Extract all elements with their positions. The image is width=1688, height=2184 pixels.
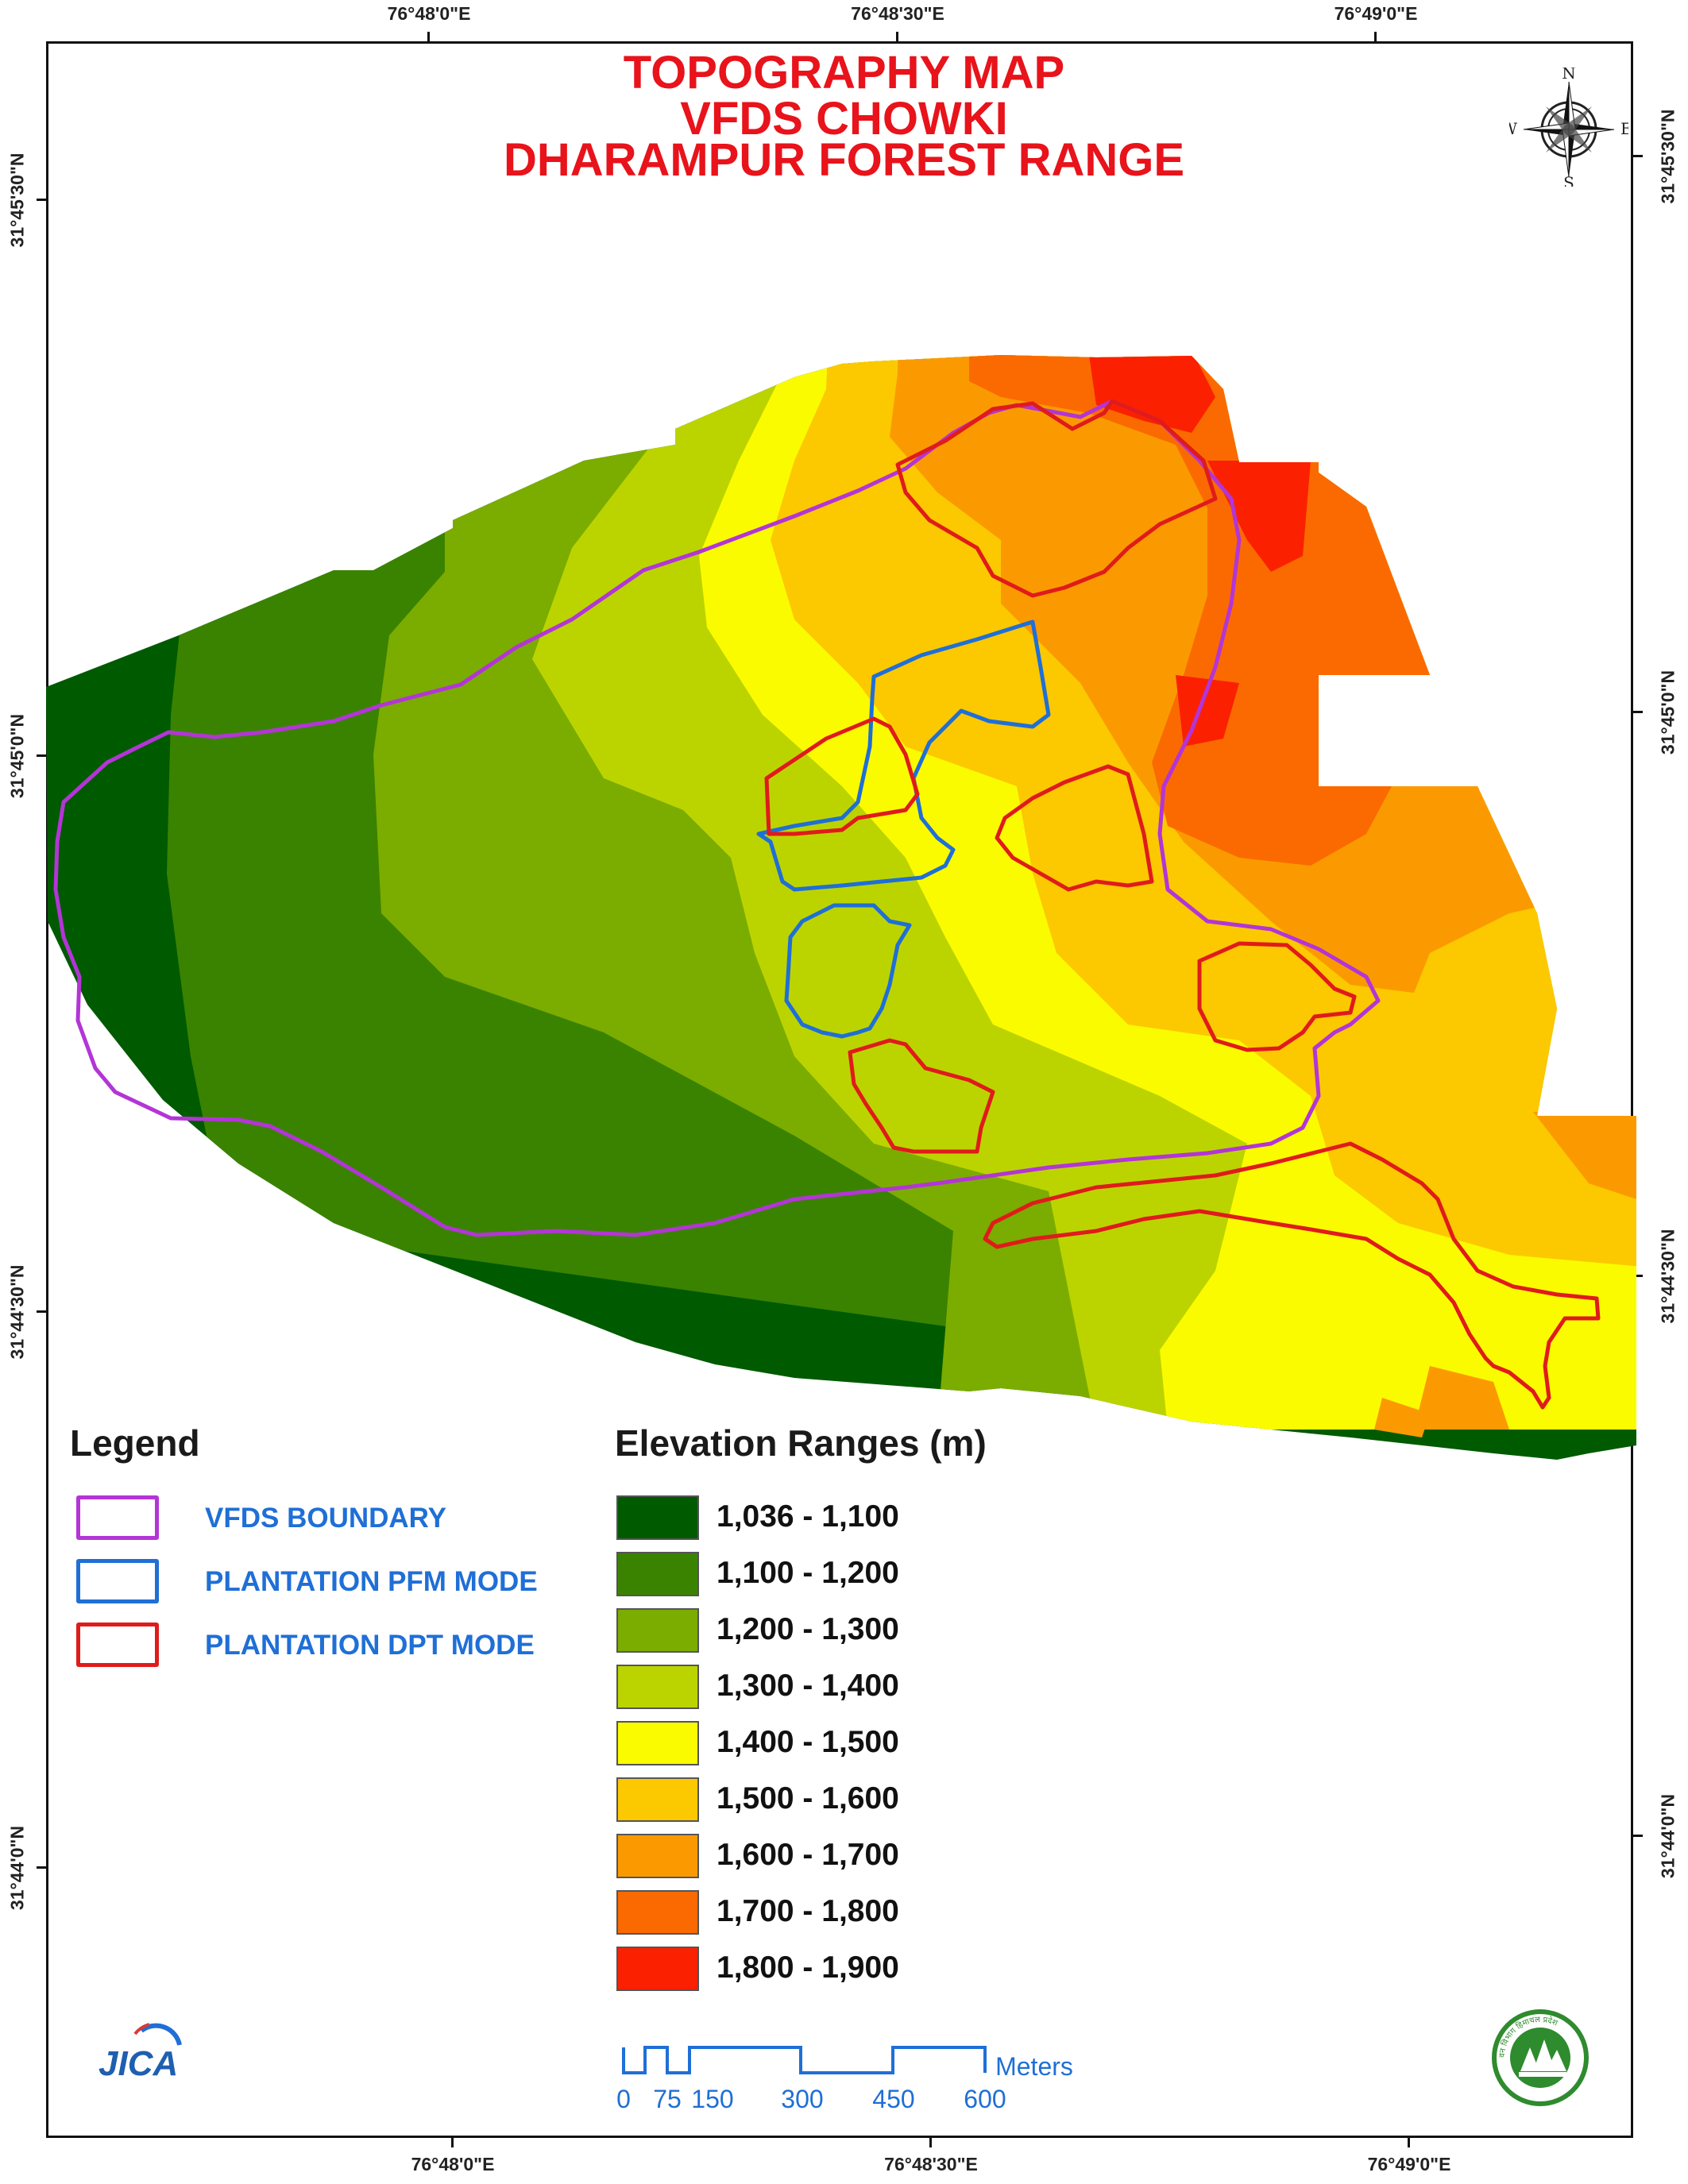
grid-tick	[1632, 155, 1643, 157]
elevation-swatch	[616, 1665, 699, 1709]
grid-tick	[37, 1866, 48, 1869]
grid-tick	[37, 199, 48, 201]
elevation-range-label: 1,300 - 1,400	[717, 1669, 899, 1703]
grid-tick	[1632, 1275, 1643, 1277]
scale-tick-label: 75	[653, 2085, 682, 2113]
legend-swatch-dpt	[76, 1623, 159, 1667]
grid-tick	[929, 2136, 932, 2147]
top-coord-label: 76°48'0"E	[387, 3, 471, 24]
elevation-swatch	[616, 1890, 699, 1935]
jica-logo-text: JICA	[98, 2044, 178, 2083]
legend-label-dpt: PLANTATION DPT MODE	[205, 1630, 535, 1661]
elevation-range-label: 1,600 - 1,700	[717, 1838, 899, 1872]
vfds-boundary-outline	[53, 399, 1381, 1237]
elevation-legend-title: Elevation Ranges (m)	[615, 1422, 987, 1464]
elevation-swatch	[616, 1777, 699, 1822]
elevation-swatch	[616, 1947, 699, 1991]
dpt-plantation-outline	[995, 764, 1154, 892]
dpt-plantation-outline	[895, 399, 1218, 598]
grid-tick	[896, 32, 898, 43]
elevation-range-label: 1,036 - 1,100	[717, 1499, 899, 1534]
legend-swatch-pfm	[76, 1559, 159, 1603]
bottom-coord-label: 76°49'0"E	[1367, 2154, 1451, 2174]
map-title-line: DHARAMPUR FOREST RANGE	[503, 134, 1185, 186]
compass-e-label: E	[1620, 119, 1628, 138]
top-coord-label: 76°49'0"E	[1334, 3, 1418, 24]
bottom-coord-label: 76°48'30"E	[884, 2154, 978, 2174]
elevation-swatch	[616, 1834, 699, 1878]
elevation-swatch	[616, 1721, 699, 1765]
pfm-plantation-outline	[784, 903, 912, 1039]
legend-title: Legend	[70, 1422, 200, 1464]
elevation-range-label: 1,100 - 1,200	[717, 1556, 899, 1590]
map-title-line: TOPOGRAPHY MAP	[623, 47, 1065, 98]
legend-swatch-vfds	[76, 1495, 159, 1540]
scale-tick-label: 300	[781, 2085, 824, 2113]
elevation-swatch	[616, 1608, 699, 1653]
elevation-swatch	[616, 1552, 699, 1596]
pfm-plantation-outline	[756, 619, 1051, 892]
map-title-line: VFDS CHOWKI	[680, 93, 1008, 145]
scale-tick-label: 0	[616, 2085, 631, 2113]
forest-department-logo: वन विभाग हिमाचल प्रदेश	[1492, 2009, 1589, 2106]
dpt-plantation-outline	[983, 1141, 1601, 1410]
top-coord-label: 76°48'30"E	[851, 3, 944, 24]
scale-tick-label: 600	[964, 2085, 1006, 2113]
grid-tick	[451, 2136, 454, 2147]
elevation-range-label: 1,700 - 1,800	[717, 1894, 899, 1928]
bottom-coord-label: 76°48'0"E	[411, 2154, 495, 2174]
compass-w-label: W	[1509, 119, 1517, 138]
elevation-swatch	[616, 1495, 699, 1540]
elevation-range-label: 1,400 - 1,500	[717, 1725, 899, 1759]
legend-label-pfm: PLANTATION PFM MODE	[205, 1566, 538, 1597]
grid-tick	[1374, 32, 1377, 43]
map-frame	[46, 41, 1633, 2138]
elevation-range-label: 1,200 - 1,300	[717, 1612, 899, 1646]
grid-tick	[1408, 2136, 1410, 2147]
dpt-plantation-outline	[1197, 941, 1357, 1052]
grid-tick	[427, 32, 430, 43]
compass-rose-icon: N S E W	[1509, 68, 1628, 187]
grid-tick	[37, 1310, 48, 1313]
scale-bar	[622, 2046, 987, 2074]
jica-logo: JICA	[98, 2023, 182, 2083]
scale-tick-label: 450	[872, 2085, 915, 2113]
compass-s-label: S	[1563, 173, 1574, 187]
compass-n-label: N	[1562, 68, 1576, 83]
scale-unit-label: Meters	[995, 2052, 1073, 2081]
grid-tick	[37, 754, 48, 757]
legend-label-vfds: VFDS BOUNDARY	[205, 1503, 446, 1534]
dpt-plantation-outline	[764, 716, 920, 836]
dpt-plantation-outline	[848, 1038, 995, 1154]
scale-tick-label: 150	[691, 2085, 734, 2113]
elevation-range-label: 1,500 - 1,600	[717, 1781, 899, 1815]
elevation-range-label: 1,800 - 1,900	[717, 1951, 899, 1985]
grid-tick	[1632, 711, 1643, 713]
grid-tick	[1632, 1835, 1643, 1837]
